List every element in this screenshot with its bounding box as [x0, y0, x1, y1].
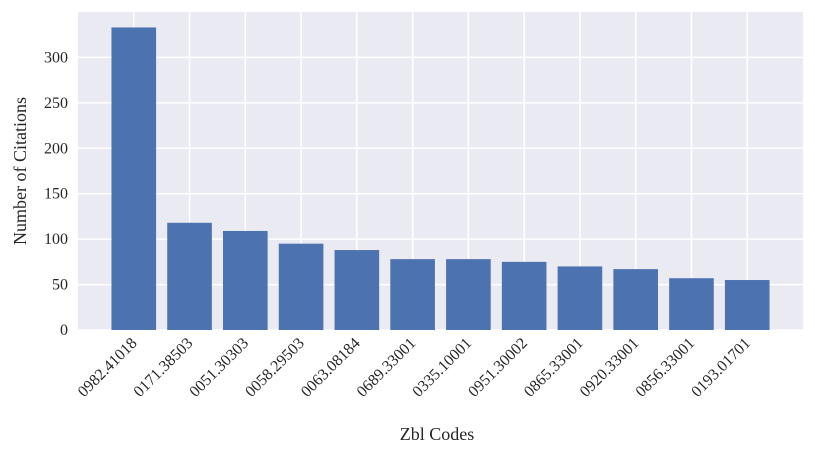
bar: [557, 266, 603, 330]
y-tick-label: 150: [44, 186, 68, 203]
bar: [278, 243, 324, 330]
x-axis-label: Zbl Codes: [400, 424, 475, 444]
bar: [724, 280, 770, 330]
bar: [501, 261, 547, 330]
bar: [167, 222, 212, 330]
bar: [669, 278, 714, 330]
x-tick-label: 0689.33001: [354, 335, 420, 401]
x-tick-label: 0051.30303: [186, 335, 252, 401]
y-tick-label: 200: [44, 140, 68, 157]
x-tick-label: 0920.33001: [577, 335, 643, 401]
x-tick-label: 0058.29503: [242, 335, 308, 401]
x-tick-label: 0335.10001: [409, 335, 475, 401]
bar: [390, 259, 435, 330]
bar: [446, 259, 491, 330]
x-tick-label: 0982.41018: [75, 335, 141, 401]
y-tick-label: 0: [60, 322, 68, 339]
bar: [613, 269, 658, 330]
bar: [334, 250, 380, 330]
x-tick-label: 0171.38503: [131, 335, 197, 401]
y-tick-label: 300: [44, 49, 68, 66]
x-tick-label: 0951.30002: [465, 335, 531, 401]
bar: [111, 27, 157, 331]
y-tick-label: 50: [52, 277, 68, 294]
x-tick-label: 0856.33001: [633, 335, 699, 401]
bar: [223, 230, 268, 330]
y-tick-label: 100: [44, 231, 68, 248]
x-tick-label: 0865.33001: [521, 335, 587, 401]
x-tick-label: 0063.08184: [298, 335, 364, 401]
y-axis-label: Number of Citations: [10, 97, 30, 245]
x-tick-label: 0193.01701: [688, 335, 754, 401]
y-tick-label: 250: [44, 95, 68, 112]
